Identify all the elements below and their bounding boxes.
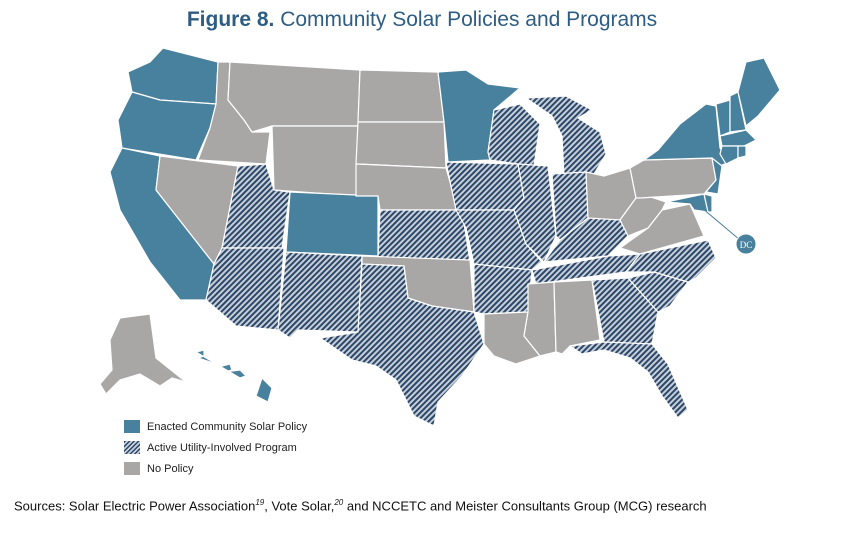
state-WI: [487, 103, 541, 167]
state-MA: [719, 129, 757, 147]
legend-label: Active Utility-Involved Program: [147, 441, 297, 454]
state-WY: [271, 125, 359, 197]
figure-number: Figure 8.: [186, 8, 275, 31]
figure-title-text: Community Solar Policies and Programs: [274, 8, 658, 31]
figure-title: Figure 8. Community Solar Policies and P…: [0, 8, 844, 32]
sources-text-2: , Vote Solar,: [264, 498, 335, 514]
state-NC: [625, 239, 717, 283]
dc-marker: [735, 233, 757, 255]
state-KS: [377, 209, 471, 263]
state-PA: [629, 157, 717, 199]
legend-item-enacted: Enacted Community Solar Policy: [124, 416, 307, 437]
sources-text-3: and NCCETC and Meister Consultants Group…: [343, 498, 707, 514]
legend-swatch-none: [124, 462, 140, 475]
state-MI: [525, 95, 607, 177]
state-DE: [703, 193, 713, 213]
dc-leader-line: [701, 207, 741, 241]
state-HI-islands: [195, 349, 247, 379]
legend-item-none: No Policy: [124, 458, 307, 479]
state-SC: [627, 271, 689, 313]
state-HI: [255, 377, 273, 403]
state-CT: [719, 145, 739, 165]
state-FL: [569, 341, 689, 419]
state-ND: [357, 69, 445, 123]
state-AK: [99, 313, 187, 395]
state-AZ: [205, 247, 285, 331]
state-ME: [737, 57, 781, 127]
state-IA: [445, 161, 525, 211]
legend: Enacted Community Solar Policy Active Ut…: [124, 416, 307, 479]
reference-19: 19: [255, 498, 265, 507]
state-SD: [355, 121, 447, 169]
state-GA: [591, 277, 659, 345]
state-NM: [277, 251, 363, 339]
state-CO: [285, 191, 379, 257]
dc-label: DC: [740, 240, 753, 250]
sources-text-1: Sources: Solar Electric Power Associatio…: [14, 498, 256, 514]
reference-20: 20: [334, 498, 344, 507]
state-IL: [513, 163, 557, 263]
state-TX: [319, 263, 485, 427]
sources-note: Sources: Solar Electric Power Associatio…: [14, 498, 707, 513]
legend-label: Enacted Community Solar Policy: [147, 420, 308, 433]
state-RI: [737, 145, 747, 159]
legend-swatch-active: [124, 441, 140, 454]
legend-label: No Policy: [147, 462, 194, 475]
legend-item-active: Active Utility-Involved Program: [124, 437, 307, 458]
state-MD: [665, 193, 709, 213]
legend-swatch-enacted: [124, 420, 140, 433]
state-NJ: [705, 157, 723, 195]
state-OR: [117, 91, 217, 161]
state-AR: [473, 263, 533, 315]
state-MT: [227, 61, 361, 133]
